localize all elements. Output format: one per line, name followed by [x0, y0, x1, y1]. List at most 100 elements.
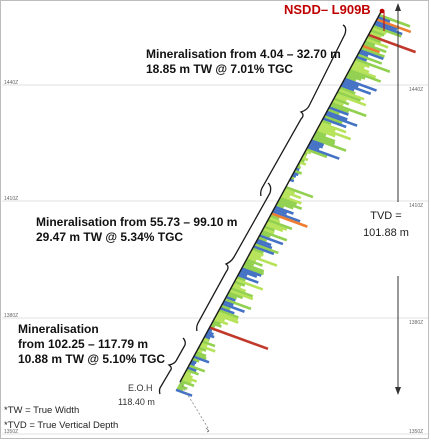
tvd-label: TVD = 101.88 m [360, 208, 412, 242]
assay-bar [259, 234, 284, 246]
assay-bar [244, 260, 255, 267]
assay-bar [327, 108, 340, 116]
assay-bar [261, 230, 288, 242]
assay-bar [331, 101, 367, 118]
assay-bar [357, 53, 383, 65]
assay-bar [312, 137, 347, 152]
assay-bar [280, 194, 302, 205]
assay-bar [249, 252, 262, 259]
tvd-arrowhead-up [395, 3, 401, 11]
assay-bar [337, 90, 361, 102]
assay-bar [194, 353, 207, 360]
assay-bar [285, 186, 314, 199]
assay-bar [293, 172, 299, 177]
drill-trace [179, 9, 383, 383]
assay-bar [252, 247, 264, 255]
assay-bar [275, 203, 285, 209]
assay-bar [335, 93, 367, 107]
assay-bar [232, 282, 242, 288]
interval-bracket-3 [158, 337, 186, 395]
interval-2-range: Mineralisation from 55.73 – 99.10 m [36, 215, 238, 229]
assay-bar [283, 190, 302, 200]
assay-bar [258, 236, 268, 243]
assay-bar [322, 117, 347, 129]
elevation-label-left-1380: 1380Z [4, 313, 19, 319]
assay-bar [326, 110, 348, 121]
assay-bar [181, 377, 192, 384]
assay-bar [339, 86, 356, 95]
footnote-tw: *TW = True Width [4, 405, 80, 416]
assay-bar [305, 149, 312, 155]
assay-bar [299, 160, 307, 166]
assay-bar [250, 249, 264, 257]
assay-bar [195, 351, 207, 358]
assay-bar [191, 359, 197, 365]
footnote-tvd: *TVD = True Vertical Depth [4, 420, 119, 431]
assay-bar [346, 73, 362, 81]
interval-bracket-2 [196, 182, 272, 332]
assay-bar [307, 146, 340, 160]
assay-bar [308, 143, 320, 151]
assay-bar [321, 119, 332, 126]
assay-bar [247, 256, 257, 262]
assay-bar [355, 58, 391, 73]
interval-2-grade: 29.47 m TW @ 5.34% TGC [36, 230, 184, 244]
assay-bar [328, 106, 349, 116]
assay-bar [349, 69, 382, 83]
assay-bar [242, 265, 265, 276]
elevation-label-right-1380: 1380Z [409, 320, 424, 326]
assay-bar [225, 296, 236, 302]
assay-bar [332, 99, 344, 107]
assay-bar [243, 263, 265, 273]
assay-bar [206, 330, 214, 336]
assay-bar [201, 340, 216, 348]
interval-3-grade: 10.88 m TW @ 5.10% TGC [18, 352, 166, 366]
assay-bar [230, 287, 254, 298]
assay-bar [246, 258, 263, 267]
assay-bar [333, 97, 350, 106]
assay-bar [278, 199, 303, 210]
interval-1-grade: 18.85 m TW @ 7.01% TGC [146, 62, 294, 76]
assay-bar [199, 344, 216, 353]
assay-bar [378, 13, 411, 28]
assay-bar [175, 388, 193, 397]
assay-bar [372, 24, 402, 38]
assay-bar [187, 366, 197, 373]
assay-bar [255, 241, 273, 250]
collar-marker [379, 8, 385, 14]
assay-bar [180, 379, 195, 388]
assay-bar [345, 75, 357, 82]
assay-bar [319, 124, 336, 133]
assay-bar [204, 335, 211, 340]
assay-bar [229, 289, 254, 301]
assay-bar [356, 55, 368, 62]
assay-bar [182, 375, 198, 383]
assay-bar [236, 276, 246, 282]
elevation-label-right-1350: 1350Z [409, 429, 424, 435]
assay-bar [344, 77, 377, 92]
assay-bar [265, 223, 284, 233]
elevation-label-left-1410: 1410Z [4, 196, 19, 202]
assay-bar [277, 201, 294, 210]
assay-bar [340, 84, 355, 92]
interval-3-range: from 102.25 – 117.79 m [18, 337, 149, 351]
assay-bar [306, 148, 328, 159]
assay-bar [341, 82, 372, 95]
assay-bar [189, 362, 196, 367]
interval-3-title: Mineralisation [18, 322, 99, 336]
assay-bar [216, 313, 239, 324]
assay-bar [185, 371, 192, 376]
assay-bar [343, 79, 359, 88]
assay-bar [334, 95, 347, 102]
elevation-label-right-1440: 1440Z [409, 87, 424, 93]
assay-bar [347, 71, 366, 80]
assay-bar [234, 280, 246, 287]
assay-bar [362, 44, 381, 54]
assay-bar [227, 293, 238, 300]
assay-bar [376, 18, 412, 34]
tvd-value: 101.88 m [363, 227, 409, 239]
assay-bar [264, 225, 275, 232]
assay-bar [313, 135, 336, 146]
